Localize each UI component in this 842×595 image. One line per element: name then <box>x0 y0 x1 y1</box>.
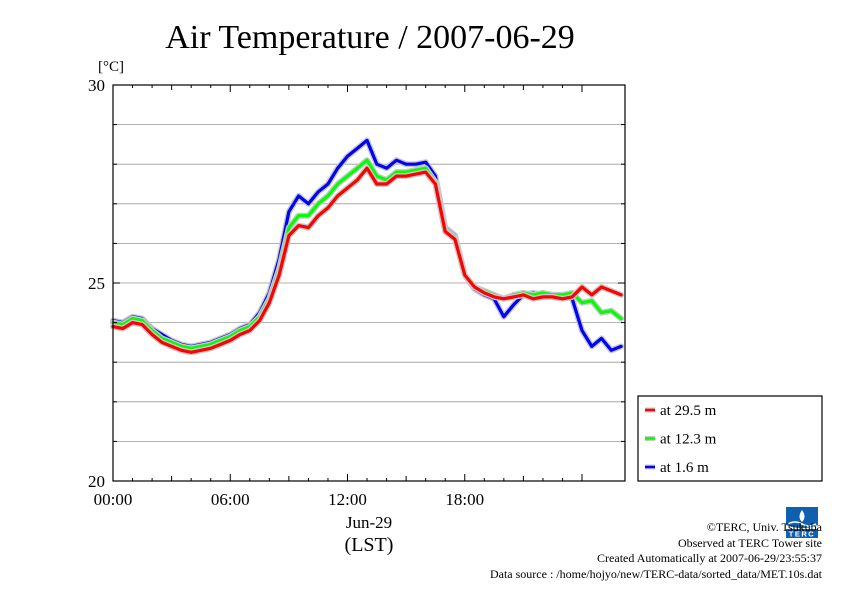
site-text: Observed at TERC Tower site <box>677 535 822 550</box>
x-tick-label: 18:00 <box>445 490 484 509</box>
chart-title: Air Temperature / 2007-06-29 <box>165 19 575 56</box>
terc-logo: TERC <box>786 507 818 539</box>
series-line <box>111 166 623 354</box>
legend-label: at 29.5 m <box>660 403 717 419</box>
legend: at 29.5 m at 12.3 m at 1.6 m <box>637 395 823 482</box>
legend-label: at 12.3 m <box>660 432 717 448</box>
series-line <box>111 158 623 350</box>
series-line-halo <box>110 165 625 356</box>
created-text: Created Automatically at 2007-06-29/23:5… <box>597 551 822 565</box>
series-line-halo <box>110 157 625 352</box>
y-tick-label: 20 <box>88 472 105 491</box>
series-layer <box>110 137 625 356</box>
x-tick-label: 12:00 <box>328 490 367 509</box>
legend-label: at 1.6 m <box>660 460 709 476</box>
credits: ©TERC, Univ. Tsukuba Observed at TERC To… <box>490 520 822 582</box>
legend-box <box>637 395 823 482</box>
x-tick-label: 00:00 <box>94 490 133 509</box>
x-unit-label: (LST) <box>345 534 394 556</box>
x-date-label: Jun-29 <box>346 513 392 532</box>
y-tick-label: 30 <box>88 76 105 95</box>
copyright-text: ©TERC, Univ. Tsukuba <box>706 520 822 534</box>
y-tick-label: 25 <box>88 274 105 293</box>
source-text: Data source : /home/hojyo/new/TERC-data/… <box>489 566 822 581</box>
x-tick-label: 06:00 <box>211 490 250 509</box>
y-axis: 20 25 30 <box>88 76 625 491</box>
y-unit-label: [°C] <box>98 59 124 75</box>
grid-lines <box>113 124 625 442</box>
svg-text:TERC: TERC <box>789 530 815 539</box>
x-axis: 00:00 06:00 12:00 18:00 <box>94 85 583 509</box>
